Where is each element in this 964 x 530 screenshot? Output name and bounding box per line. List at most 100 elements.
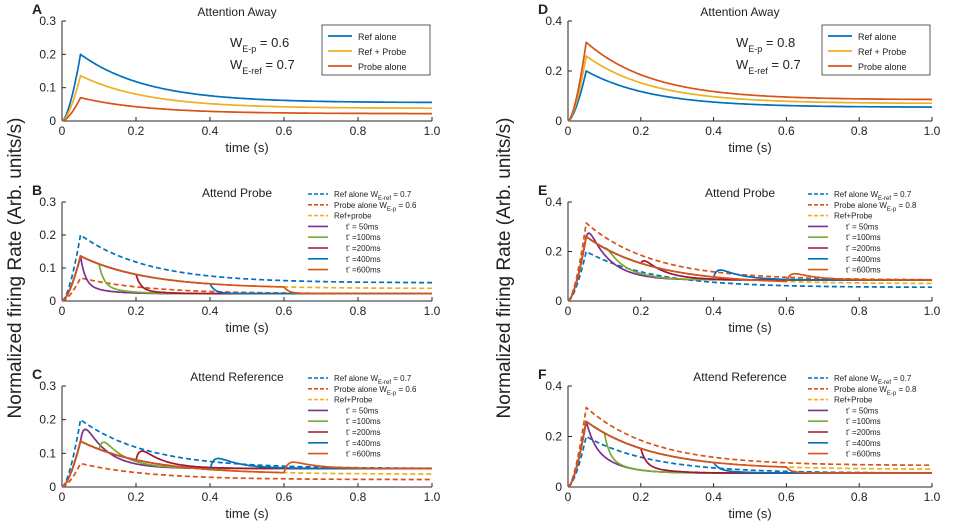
y-tick-label: 0.4 — [545, 195, 562, 209]
x-tick-label: 0 — [59, 124, 66, 138]
legend-label: Probe alone — [358, 62, 407, 72]
legend-label: t' = 50ms — [846, 222, 878, 231]
x-tick-label: 0.8 — [851, 124, 868, 138]
series-line-t-200ms — [61, 440, 432, 488]
x-tick-label: 0 — [565, 304, 572, 318]
x-tick-label: 0 — [59, 304, 66, 318]
legend-label: Ref + Probe — [858, 47, 906, 57]
legend-label: Ref alone WE-ref = 0.7 — [834, 190, 912, 202]
y-tick-label: 0.4 — [545, 14, 562, 28]
y-tick-label: 0.2 — [545, 430, 562, 444]
y-axis-label-right: Normalized firing Rate (Arb. units/s) — [494, 117, 515, 419]
series-line-ref-alone — [61, 53, 432, 122]
x-tick-label: 0.4 — [705, 304, 722, 318]
x-tick-label: 0.4 — [202, 304, 219, 318]
weight-annotation: WE-p = 0.6 — [230, 35, 289, 54]
panel-title: Attend Probe — [202, 186, 272, 200]
legend-label: t' =400ms — [346, 255, 381, 264]
x-tick-label: 1.0 — [924, 490, 941, 504]
legend-label: Ref+Probe — [834, 212, 873, 221]
panel-letter: C — [32, 366, 42, 382]
series-line-t-100ms — [61, 440, 432, 488]
y-axis-label-left: Normalized firing Rate (Arb. units/s) — [5, 117, 26, 419]
series-line-probe-alone — [61, 96, 432, 122]
x-tick-label: 0.4 — [202, 490, 219, 504]
x-tick-label: 0.2 — [128, 490, 145, 504]
x-tick-label: 1.0 — [424, 304, 441, 318]
legend-label: t' =200ms — [846, 244, 881, 253]
y-tick-label: 0 — [49, 294, 56, 308]
panel-letter: E — [538, 182, 547, 198]
x-axis-label: time (s) — [728, 506, 771, 521]
y-tick-label: 0.2 — [39, 413, 56, 427]
series-line-ref-alone-w-e-ref-0-7 — [61, 234, 432, 302]
y-tick-label: 0 — [49, 480, 56, 494]
panel-b: 0 0.2 0.4 0.6 0.8 1.0 0 0.1 0.2 0.3 time (s) Attend… — [32, 182, 441, 335]
y-tick-label: 0.2 — [39, 228, 56, 242]
x-tick-label: 0.6 — [276, 304, 293, 318]
weight-annotation: WE-p = 0.8 — [736, 35, 795, 54]
y-tick-label: 0.4 — [545, 379, 562, 393]
legend-label: t' =600ms — [346, 450, 381, 459]
legend-label: t' =600ms — [346, 266, 381, 275]
x-tick-label: 0.2 — [632, 304, 649, 318]
series-line-ref-probe — [61, 440, 432, 488]
x-tick-label: 0.8 — [350, 124, 367, 138]
x-tick-label: 1.0 — [924, 304, 941, 318]
panel-title: Attend Reference — [693, 370, 787, 384]
panel-letter: D — [538, 1, 548, 17]
legend-label: t' =100ms — [346, 233, 381, 242]
series-line-probe-alone-w-e-p-0-6 — [61, 462, 432, 488]
x-tick-label: 0 — [565, 124, 572, 138]
x-tick-label: 0.8 — [350, 490, 367, 504]
legend-label: t' =400ms — [846, 439, 881, 448]
x-tick-label: 0.6 — [778, 304, 795, 318]
x-axis-label: time (s) — [225, 320, 268, 335]
x-tick-label: 0.6 — [778, 490, 795, 504]
legend-label: Probe alone — [858, 62, 907, 72]
series-line-ref-probe — [567, 55, 932, 122]
legend-label: Ref alone WE-ref = 0.7 — [334, 190, 412, 202]
series-line-t-400ms — [61, 440, 432, 488]
legend-label: t' = 50ms — [346, 222, 378, 231]
series-line-t-600ms — [567, 420, 932, 488]
x-tick-label: 0.8 — [851, 490, 868, 504]
series-line-ref-probe — [61, 74, 432, 122]
x-tick-label: 1.0 — [924, 124, 941, 138]
panel-title: Attend Reference — [190, 370, 284, 384]
legend-label: t' =200ms — [846, 428, 881, 437]
panel-d: 0 0.2 0.4 0.6 0.8 1.0 0 0.2 0.4 time (s) Attention… — [538, 1, 941, 155]
y-tick-label: 0 — [555, 294, 562, 308]
x-axis-label: time (s) — [225, 140, 268, 155]
x-axis-label: time (s) — [728, 140, 771, 155]
legend-label: t' =100ms — [346, 417, 381, 426]
panel-title: Attention Away — [700, 5, 779, 19]
x-tick-label: 0.6 — [276, 124, 293, 138]
x-tick-label: 0.6 — [276, 490, 293, 504]
weight-annotation: WE-ref = 0.7 — [736, 57, 801, 76]
legend-label: t' = 50ms — [346, 406, 378, 415]
x-tick-label: 0.8 — [851, 304, 868, 318]
legend-label: t' =200ms — [346, 428, 381, 437]
y-tick-label: 0.3 — [39, 379, 56, 393]
series-line-t-600ms — [61, 440, 432, 488]
x-tick-label: 0.8 — [350, 304, 367, 318]
y-tick-label: 0.1 — [39, 261, 56, 275]
y-tick-label: 0.2 — [545, 245, 562, 259]
x-tick-label: 0.2 — [632, 490, 649, 504]
x-axis-label: time (s) — [728, 320, 771, 335]
legend-label: Probe alone WE-p = 0.6 — [334, 201, 417, 213]
legend-label: Probe alone WE-p = 0.8 — [834, 201, 917, 213]
weight-annotation: WE-ref = 0.7 — [230, 57, 295, 76]
legend-label: Ref alone — [358, 32, 397, 42]
panel-f: 0 0.2 0.4 0.6 0.8 1.0 0 0.2 0.4 time (s) Attend Re… — [538, 366, 941, 521]
legend-label: Ref alone WE-ref = 0.7 — [834, 374, 912, 386]
y-tick-label: 0.1 — [39, 81, 56, 95]
legend-label: Probe alone WE-p = 0.8 — [834, 385, 917, 397]
legend-label: Ref+Probe — [834, 396, 873, 405]
series-line-probe-alone — [567, 41, 932, 122]
x-tick-label: 0 — [565, 490, 572, 504]
panel-letter: B — [32, 182, 42, 198]
legend-label: t' =200ms — [346, 244, 381, 253]
